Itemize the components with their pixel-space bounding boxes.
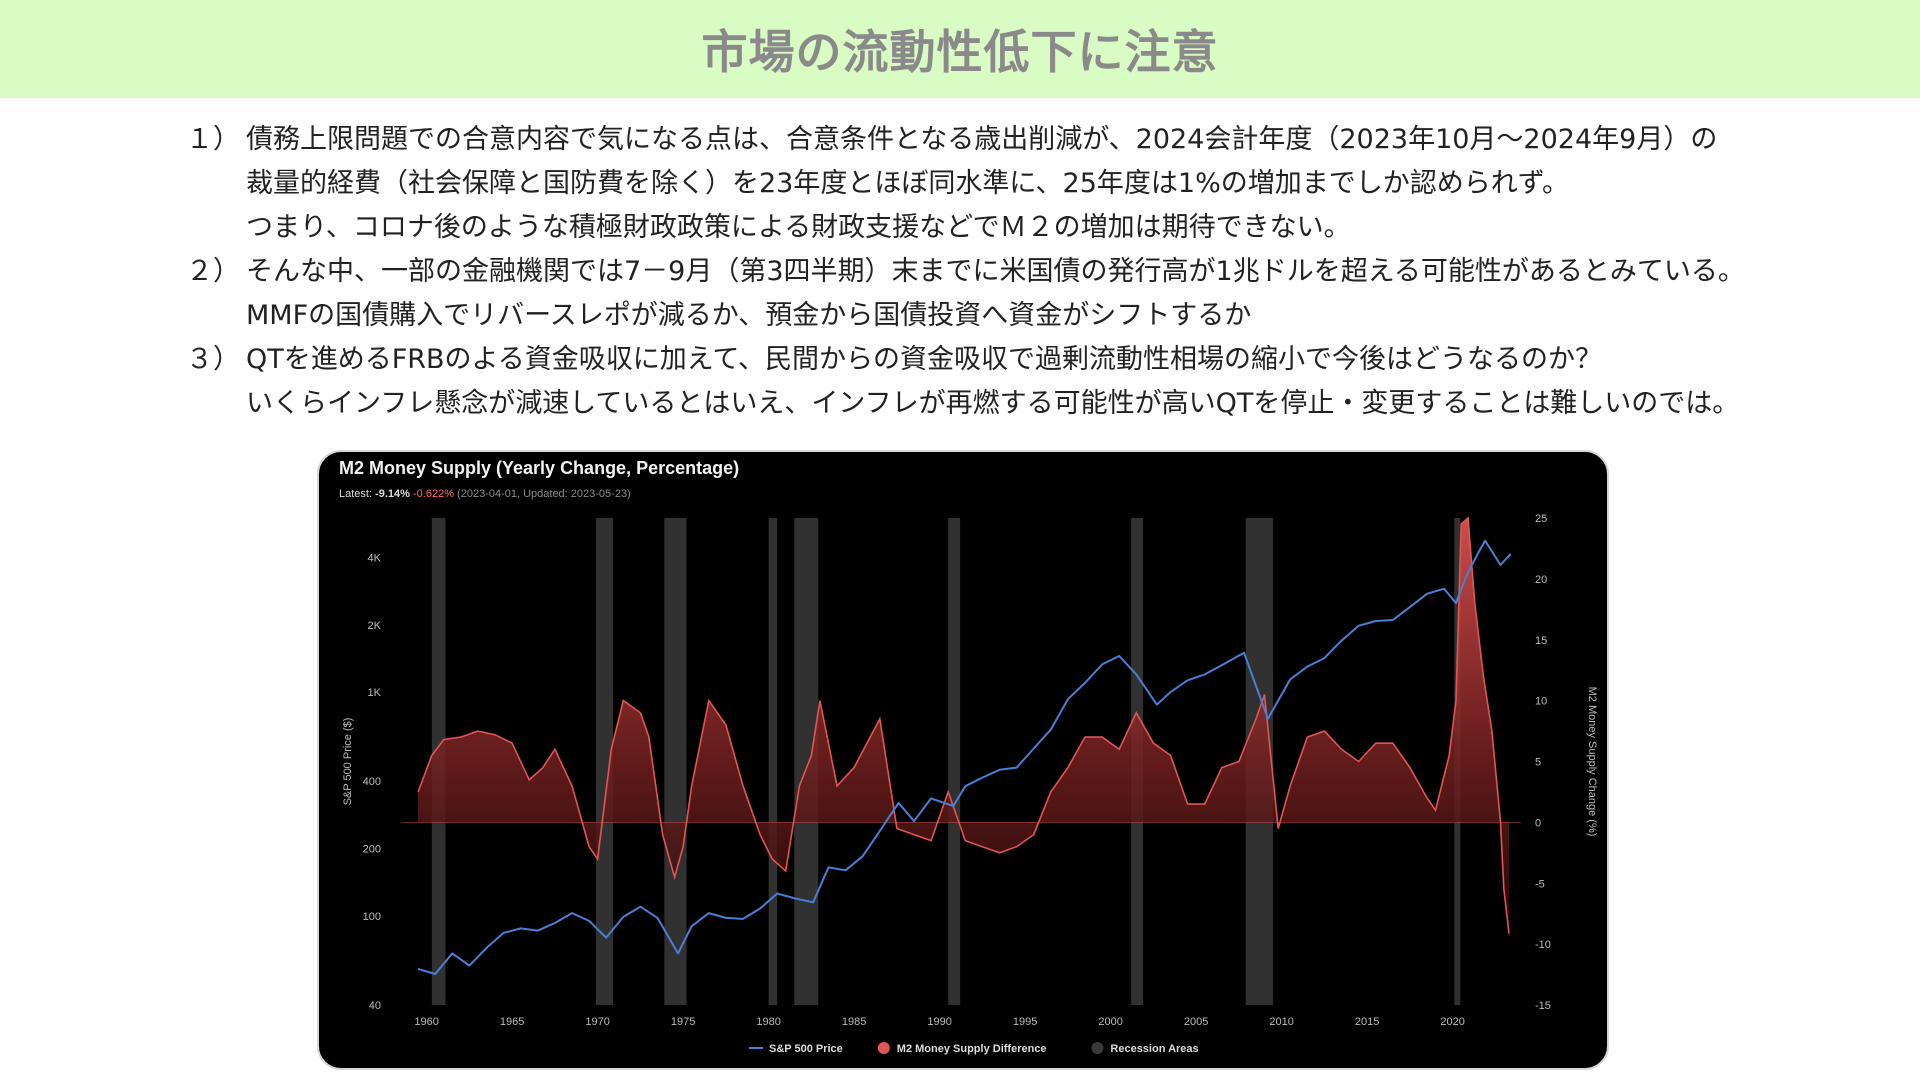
x-tick-label: 2020 — [1440, 1016, 1464, 1028]
recession-band — [664, 518, 687, 1005]
latest-meta: (2023-04-01, Updated: 2023-05-23) — [457, 488, 631, 500]
y-right-tick-label: 25 — [1535, 513, 1547, 525]
recession-band — [595, 518, 614, 1005]
item-number: １） — [186, 124, 240, 155]
x-tick-label: 2000 — [1098, 1016, 1122, 1028]
y-left-tick-label: 2K — [368, 620, 382, 632]
x-tick-label: 1965 — [500, 1016, 524, 1028]
x-tick-label: 1980 — [756, 1016, 780, 1028]
y-right-tick-label: 20 — [1535, 574, 1547, 586]
x-tick-label: 1995 — [1013, 1016, 1037, 1028]
legend-label: M2 Money Supply Difference — [897, 1043, 1047, 1055]
y-right-tick-label: -5 — [1535, 878, 1545, 890]
y-left-tick-label: 1K — [368, 687, 382, 699]
list-item: １） 債務上限問題での合意内容で気になる点は、合意条件となる歳出削減が、2024… — [186, 118, 1906, 250]
chart-title: M2 Money Supply (Yearly Change, Percenta… — [339, 458, 740, 478]
text-line: 裁量的経費（社会保障と国防費を除く）を23年度とほぼ同水準に、25年度は1%の増… — [246, 168, 1570, 199]
chart-card: 1960 1965 1970 1975 1980 1985 1990 1995 2000 2005… — [317, 450, 1609, 1070]
legend-label: Recession Areas — [1110, 1043, 1198, 1055]
y-right-axis-label: M2 Money Supply Change (%) — [1586, 687, 1598, 837]
text-line: 債務上限問題での合意内容で気になる点は、合意条件となる歳出削減が、2024会計年… — [246, 124, 1718, 155]
x-tick-label: 1985 — [842, 1016, 866, 1028]
y-left-tick-label: 400 — [363, 776, 381, 788]
legend-label: S&P 500 Price — [769, 1043, 843, 1055]
latest-prefix: Latest: — [339, 488, 376, 500]
text-line: QTを進めるFRBのよる資金吸収に加えて、民間からの資金吸収で過剰流動性相場の縮… — [246, 344, 1603, 375]
text-line: いくらインフレ懸念が減速しているとはいえ、インフレが再燃する可能性が高いQTを停… — [246, 388, 1740, 419]
x-tick-label: 2010 — [1269, 1016, 1293, 1028]
y-left-tick-label: 200 — [363, 844, 381, 856]
list-item: ３） QTを進めるFRBのよる資金吸収に加えて、民間からの資金吸収で過剰流動性相… — [186, 338, 1906, 426]
m2-line — [417, 516, 1510, 934]
x-tick-label: 1975 — [671, 1016, 695, 1028]
m2-area — [418, 518, 1510, 934]
chart-subtitle: Latest: -9.14% -0.622% (2023-04-01, Upda… — [339, 488, 631, 500]
y-right-tick-label: 10 — [1535, 696, 1547, 708]
x-tick-label: 1960 — [414, 1016, 438, 1028]
recession-band — [794, 518, 819, 1005]
y-left-tick-label: 100 — [363, 911, 381, 923]
latest-value: -9.14% — [375, 488, 410, 500]
body-text: １） 債務上限問題での合意内容で気になる点は、合意条件となる歳出削減が、2024… — [186, 118, 1906, 426]
header-bar: 市場の流動性低下に注意 — [0, 0, 1920, 98]
chart-svg: 1960 1965 1970 1975 1980 1985 1990 1995 2000 2005… — [342, 513, 1598, 1055]
recession-band — [768, 518, 778, 1005]
y-left-tick-label: 4K — [368, 552, 382, 564]
x-tick-label: 1990 — [927, 1016, 951, 1028]
sp500-line — [417, 539, 1512, 975]
y-right-tick-label: 0 — [1535, 817, 1541, 829]
x-tick-label: 2015 — [1355, 1016, 1379, 1028]
y-right-tick-label: 5 — [1535, 757, 1541, 769]
list-item: ２） そんな中、一部の金融機関では7－9月（第3四半期）末までに米国債の発行高が… — [186, 250, 1906, 338]
text-line: つまり、コロナ後のような積極財政政策による財政支援などでＭ２の増加は期待できない… — [246, 212, 1351, 243]
latest-change: -0.622% — [413, 488, 454, 500]
y-left-axis-label: S&P 500 Price ($) — [342, 718, 354, 806]
x-tick-label: 2005 — [1184, 1016, 1208, 1028]
text-line: そんな中、一部の金融機関では7－9月（第3四半期）末までに米国債の発行高が1兆ド… — [246, 256, 1745, 287]
item-number: ３） — [186, 344, 240, 375]
y-right-tick-label: 15 — [1535, 635, 1547, 647]
page-title: 市場の流動性低下に注意 — [701, 25, 1219, 79]
item-number: ２） — [186, 256, 240, 287]
text-line: MMFの国債購入でリバースレポが減るか、預金から国債投資へ資金がシフトするか — [246, 300, 1252, 331]
y-left-tick-label: 40 — [369, 1000, 381, 1012]
legend-swatch — [877, 1042, 890, 1054]
x-tick-label: 1970 — [585, 1016, 609, 1028]
y-right-tick-label: -15 — [1535, 1000, 1551, 1012]
recession-band — [948, 518, 961, 1005]
y-right-tick-label: -10 — [1535, 939, 1551, 951]
legend-swatch — [1091, 1042, 1104, 1054]
